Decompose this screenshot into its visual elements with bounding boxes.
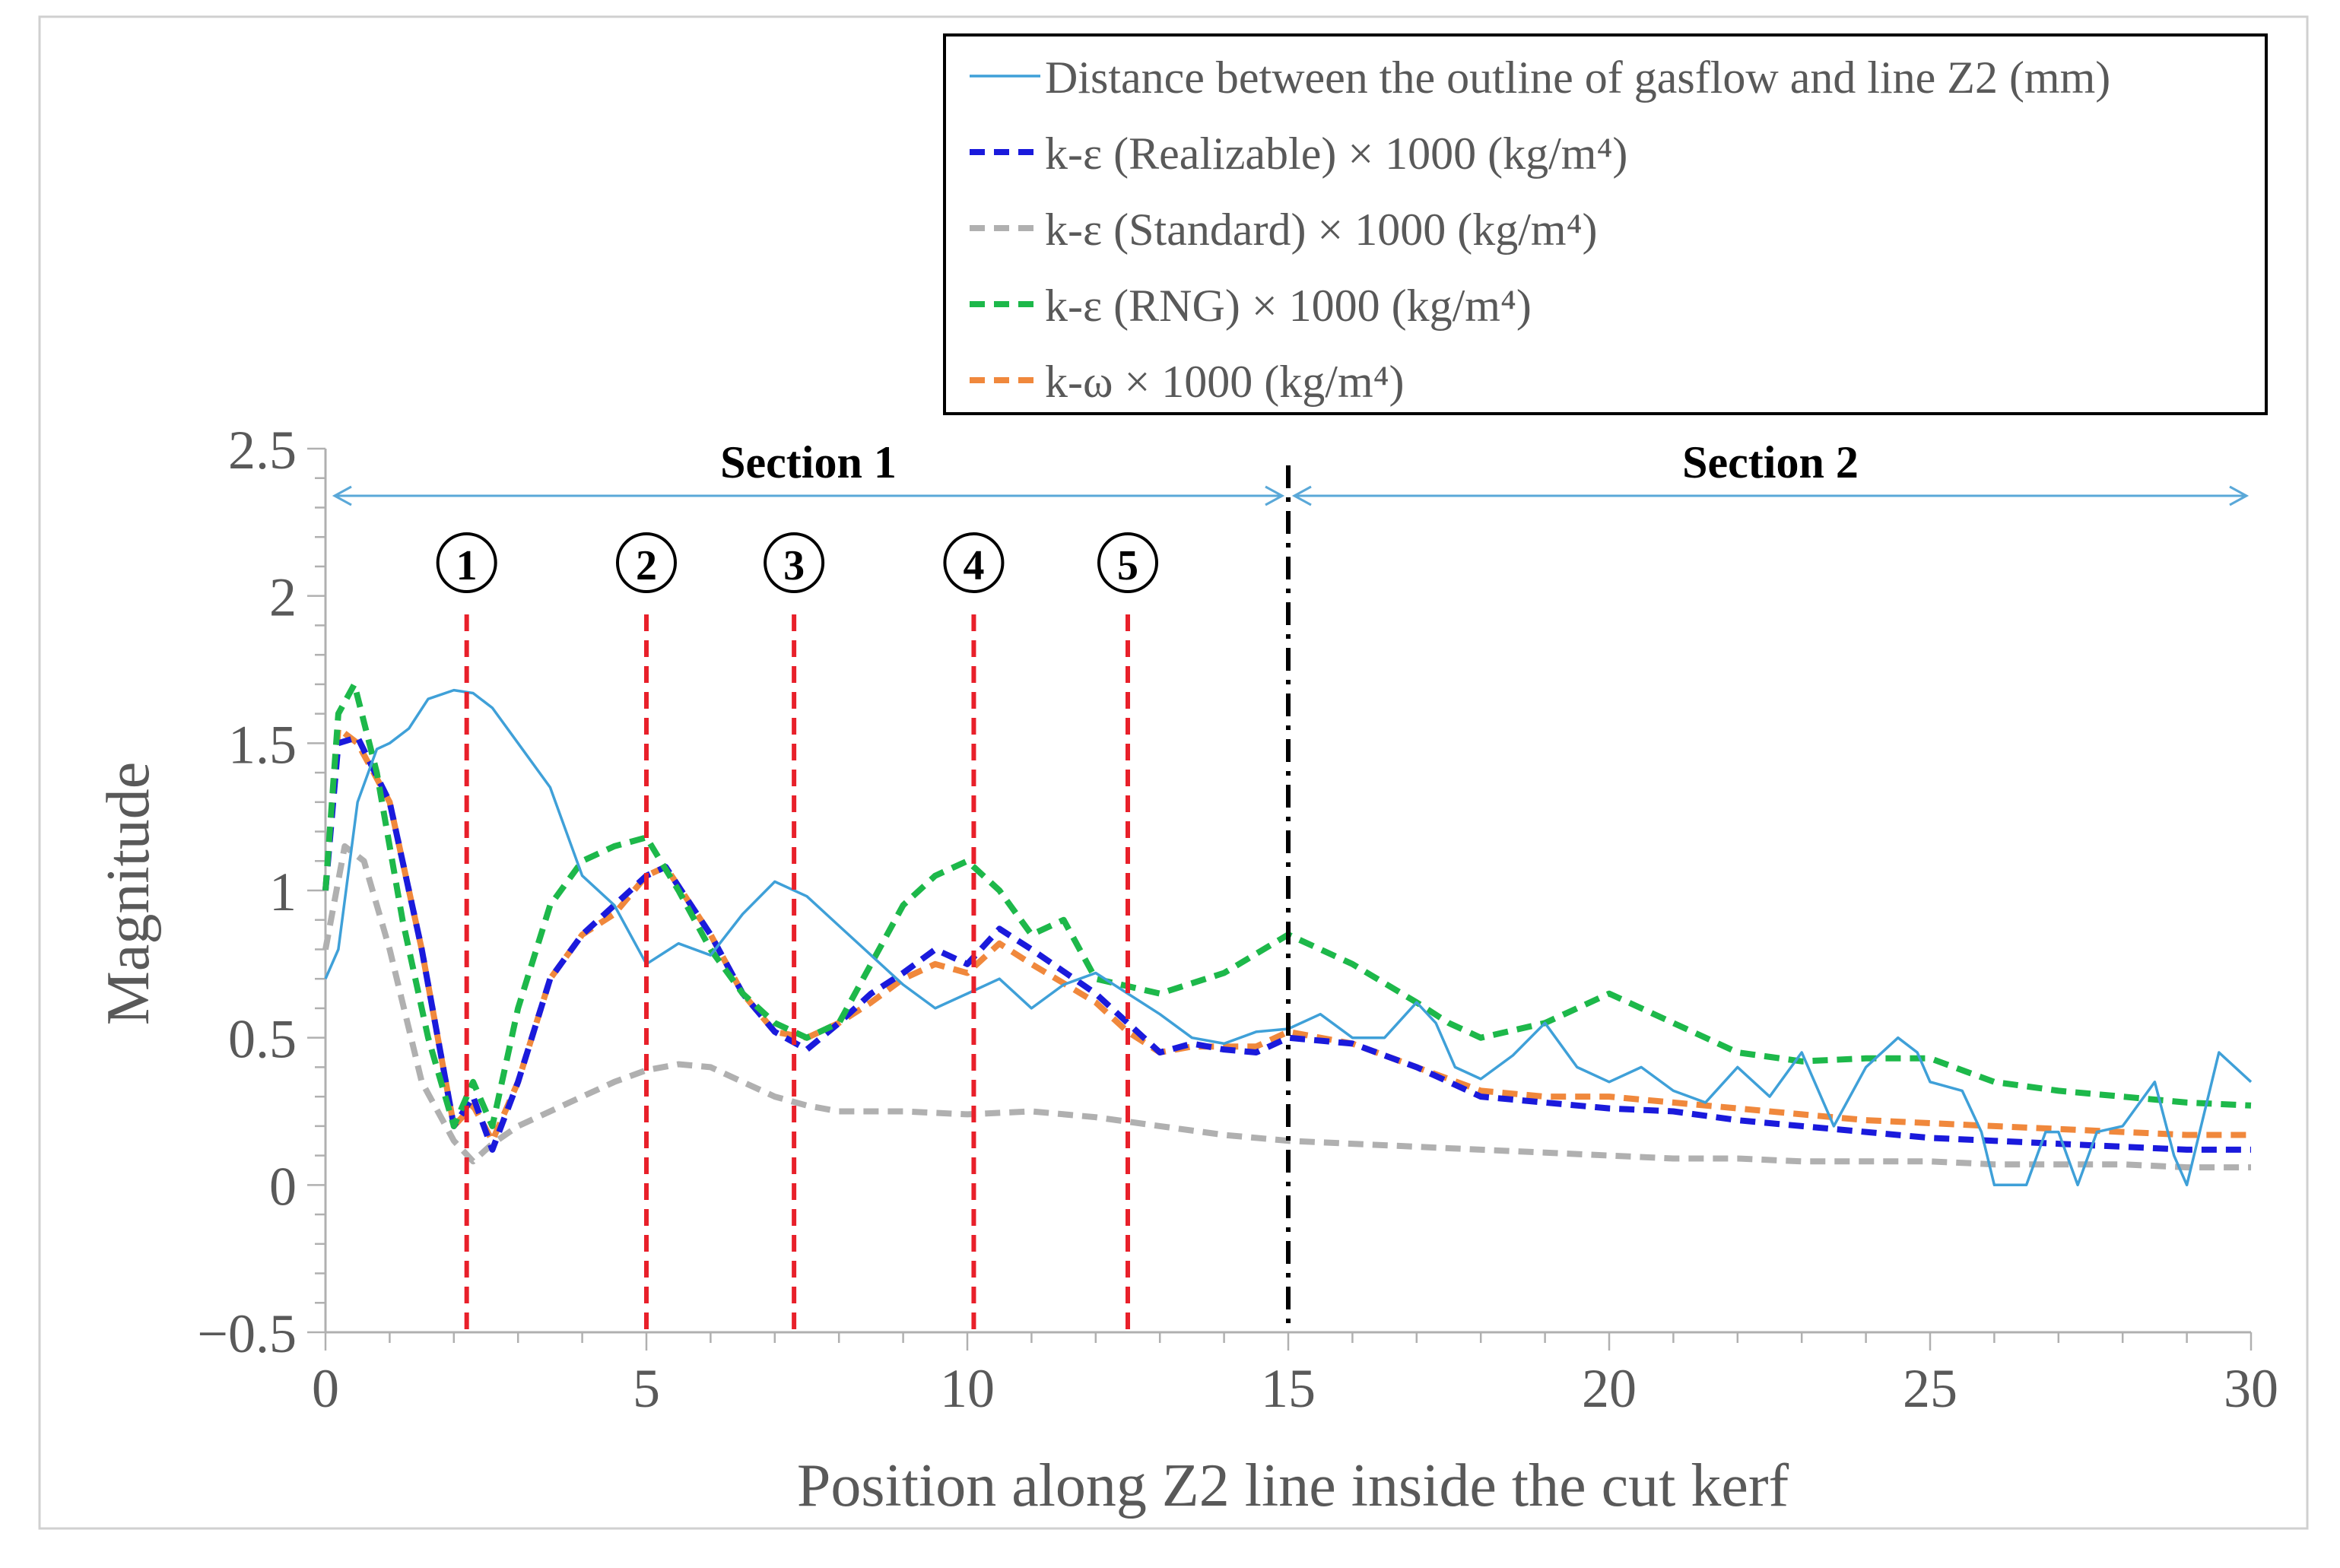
sections-group: Section 1 Section 2 xyxy=(332,437,2250,1332)
marker-label: 4 xyxy=(963,542,984,589)
section-arrowhead-left xyxy=(332,485,352,506)
series-line-3 xyxy=(322,681,2252,1129)
x-tick-label: 25 xyxy=(1903,1358,1957,1419)
x-axis-label: Position along Z2 line inside the cut ke… xyxy=(797,1452,1789,1519)
legend-box xyxy=(943,33,2268,415)
x-tick-label: 20 xyxy=(1582,1358,1637,1419)
legend-item-label: k-ε (Realizable) × 1000 (kg/m⁴) xyxy=(1045,129,1627,179)
y-tick-label: 1.5 xyxy=(228,714,297,775)
marker-circle xyxy=(1097,532,1158,593)
legend-item-label: k-ω × 1000 (kg/m⁴) xyxy=(1045,357,1405,407)
legend-item-label: k-ε (Standard) × 1000 (kg/m⁴) xyxy=(1045,205,1597,255)
y-tick-label: −0.5 xyxy=(197,1303,297,1364)
x-tick-label: 15 xyxy=(1261,1358,1316,1419)
marker-circle xyxy=(764,532,825,593)
y-tick-label: 0.5 xyxy=(228,1009,297,1070)
x-tick-label: 10 xyxy=(940,1358,995,1419)
series-group xyxy=(322,681,2253,1187)
x-tick-label: 0 xyxy=(312,1358,339,1419)
marker-circle xyxy=(616,532,677,593)
section-label: Section 2 xyxy=(1682,437,1859,487)
marker-circle xyxy=(436,532,497,593)
x-tick-label: 30 xyxy=(2224,1358,2278,1419)
y-tick-label: 0 xyxy=(269,1156,297,1217)
section-label: Section 1 xyxy=(720,437,897,487)
section-arrowhead-right xyxy=(1265,485,1285,506)
y-axis-label: Magnitude xyxy=(95,762,162,1026)
section-arrowhead-left xyxy=(1291,485,1312,506)
markers-group: 1 2 3 4 5 xyxy=(436,532,1158,1332)
legend: Distance between the outline of gasflow … xyxy=(943,33,2268,415)
x-tick-label: 5 xyxy=(633,1358,660,1419)
marker-label: 3 xyxy=(783,542,805,589)
legend-item-label: k-ε (RNG) × 1000 (kg/m⁴) xyxy=(1045,281,1532,331)
marker-label: 2 xyxy=(636,542,657,589)
y-tick-label: 2.5 xyxy=(228,420,297,481)
marker-label: 1 xyxy=(456,542,478,589)
series-line-0 xyxy=(324,688,2253,1187)
marker-circle xyxy=(943,532,1005,593)
series-line-2 xyxy=(322,843,2251,1171)
section-arrowhead-right xyxy=(2229,485,2250,506)
series-line-1 xyxy=(322,734,2251,1153)
y-tick-label: 1 xyxy=(269,862,297,922)
marker-label: 5 xyxy=(1117,542,1138,589)
y-tick-label: 2 xyxy=(269,567,297,628)
legend-item-label: Distance between the outline of gasflow … xyxy=(1045,52,2110,103)
axes: −0.500.511.522.50 5 10 15 20 25 30 xyxy=(197,420,2278,1419)
